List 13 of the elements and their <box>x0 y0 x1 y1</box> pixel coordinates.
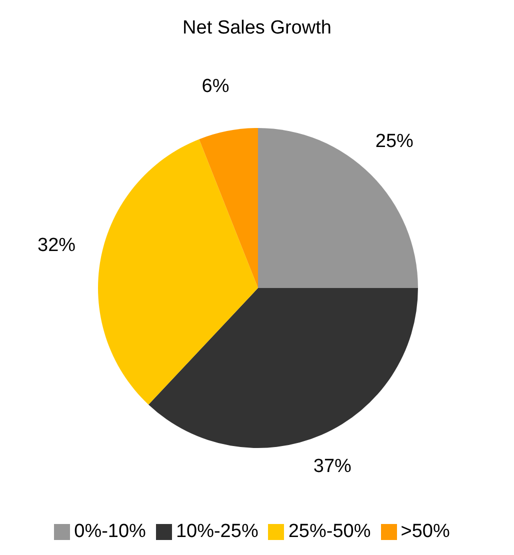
pie-slice <box>199 128 258 288</box>
legend-label: 0%-10% <box>74 521 146 542</box>
data-label: 6% <box>202 76 230 98</box>
pie-slice <box>148 288 418 448</box>
data-label: 25% <box>375 131 414 152</box>
legend-label: >50% <box>400 521 450 542</box>
pie-slice <box>258 128 418 288</box>
data-label: 32% <box>38 235 76 256</box>
data-label: 37% <box>313 456 352 478</box>
legend-label: 25%-50% <box>288 521 371 542</box>
chart-title: Net Sales Growth <box>182 18 332 38</box>
legend-label: 10%-25% <box>176 521 258 542</box>
pie-slice <box>98 139 258 405</box>
